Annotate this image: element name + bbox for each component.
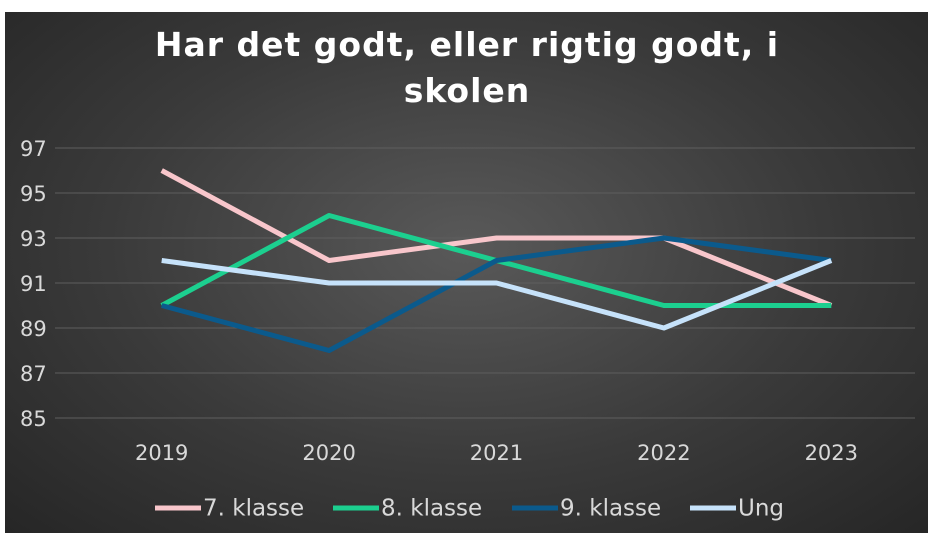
x-tick-label: 2020 — [302, 441, 355, 465]
x-tick-label: 2021 — [470, 441, 523, 465]
chart-title: Har det godt, eller rigtig godt, i skole… — [154, 25, 780, 110]
chart-background — [5, 12, 928, 533]
x-tick-label: 2019 — [135, 441, 188, 465]
series-line — [160, 168, 833, 308]
y-tick-label: 85 — [20, 407, 47, 431]
legend-label: Ung — [738, 496, 784, 522]
series-line — [161, 235, 832, 353]
y-tick-label: 91 — [20, 272, 47, 296]
y-tick-label: 95 — [20, 182, 47, 206]
y-tick-label: 87 — [20, 362, 47, 386]
legend-label: 7. klasse — [203, 496, 304, 522]
y-tick-label: 93 — [20, 227, 47, 251]
legend-label: 8. klasse — [381, 496, 482, 522]
x-tick-label: 2022 — [637, 441, 690, 465]
x-tick-label: 2023 — [805, 441, 858, 465]
y-tick-label: 97 — [20, 137, 47, 161]
y-tick-label: 89 — [20, 317, 47, 341]
series-line — [161, 258, 833, 331]
legend-label: 9. klasse — [560, 496, 661, 522]
